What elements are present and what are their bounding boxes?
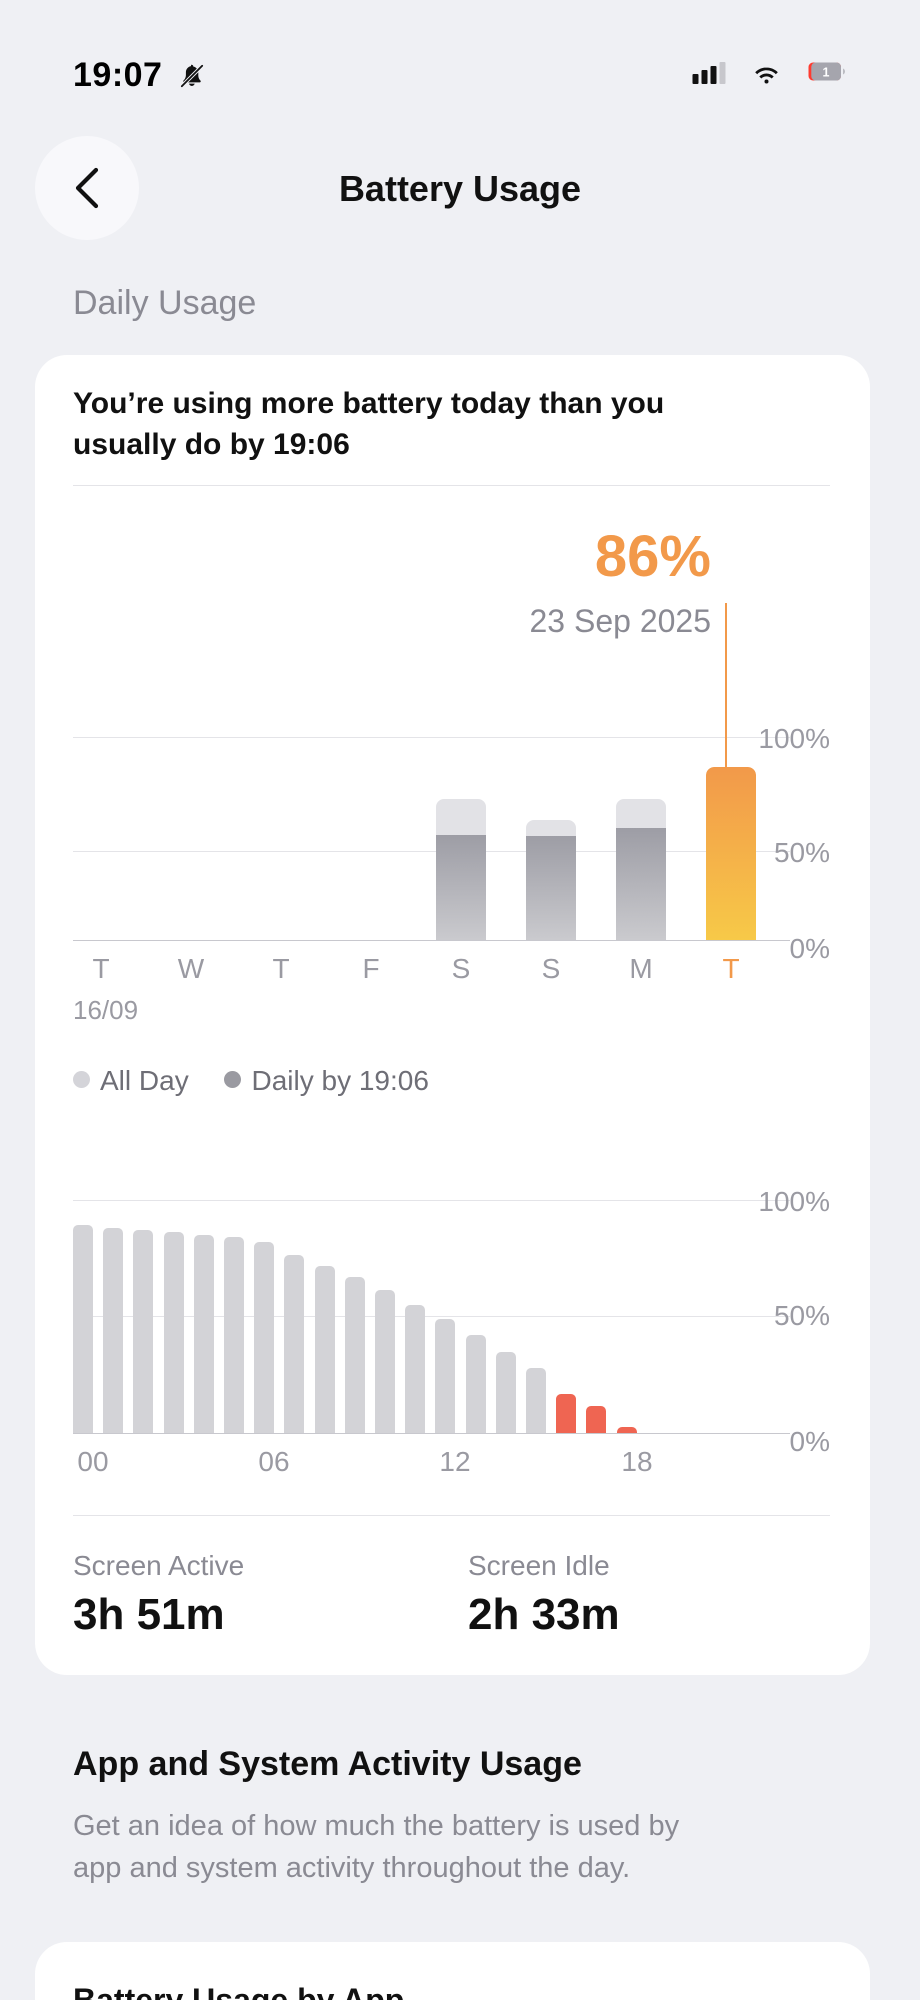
svg-text:1: 1 [823, 66, 830, 80]
